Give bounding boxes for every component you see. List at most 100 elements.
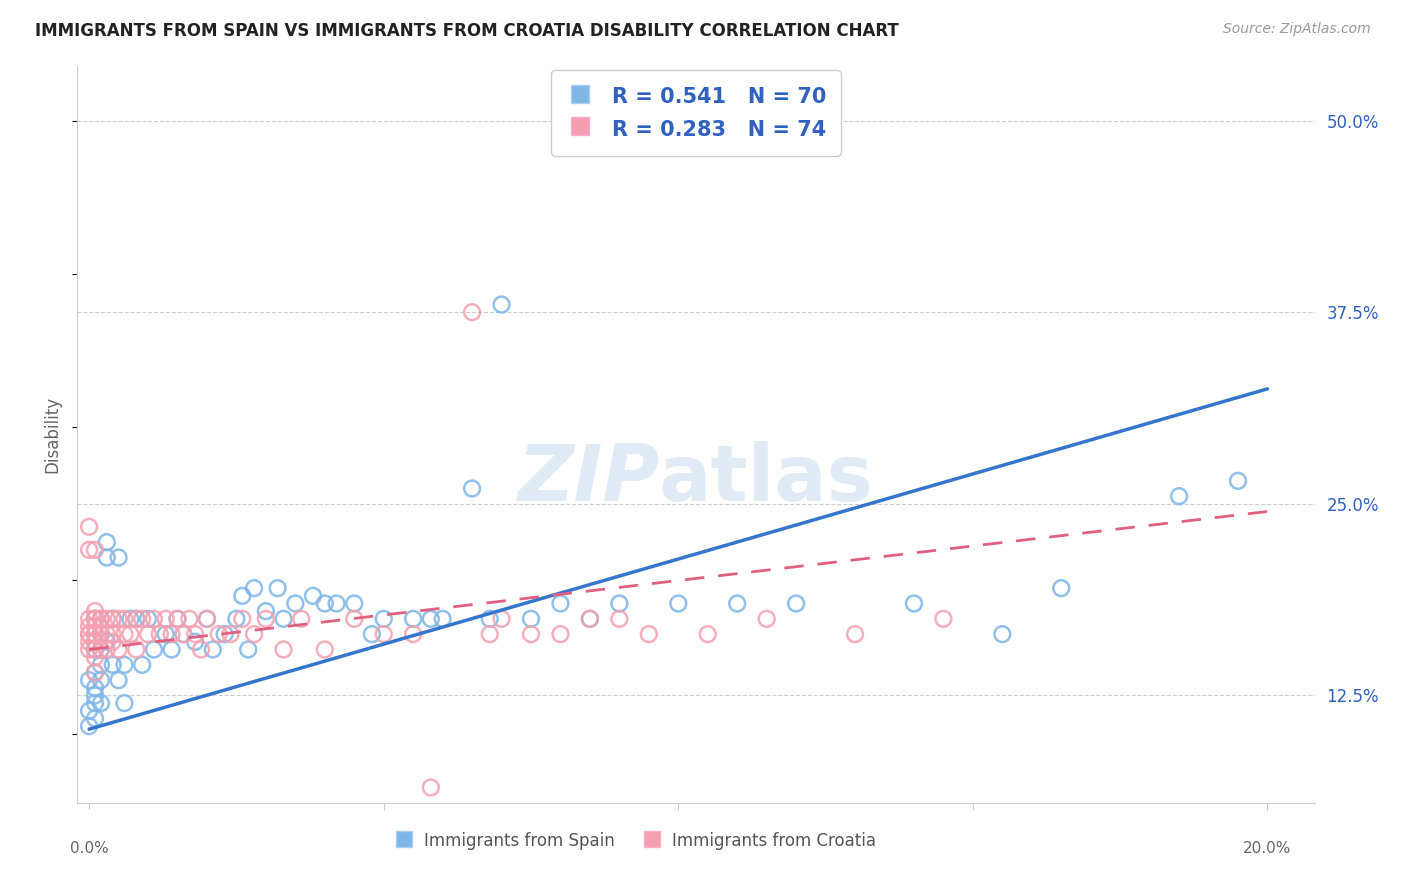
Point xyxy=(172,627,194,641)
Point xyxy=(478,612,501,626)
Point xyxy=(131,657,153,672)
Point xyxy=(155,627,177,641)
Point xyxy=(90,627,112,641)
Point xyxy=(77,612,100,626)
Y-axis label: Disability: Disability xyxy=(44,396,62,474)
Point xyxy=(1050,581,1073,595)
Point xyxy=(243,581,266,595)
Point xyxy=(77,635,100,649)
Point xyxy=(755,612,778,626)
Point xyxy=(101,612,124,626)
Point xyxy=(254,612,277,626)
Point xyxy=(90,642,112,657)
Point xyxy=(84,665,107,680)
Point xyxy=(131,612,153,626)
Legend: Immigrants from Spain, Immigrants from Croatia: Immigrants from Spain, Immigrants from C… xyxy=(385,824,883,857)
Point xyxy=(520,612,543,626)
Point xyxy=(84,642,107,657)
Point xyxy=(932,612,955,626)
Point xyxy=(254,604,277,618)
Point xyxy=(343,597,366,611)
Point xyxy=(208,627,231,641)
Point xyxy=(77,719,100,733)
Point xyxy=(273,612,295,626)
Point xyxy=(419,612,441,626)
Point xyxy=(77,642,100,657)
Point xyxy=(107,612,129,626)
Point xyxy=(90,612,112,626)
Point xyxy=(120,612,142,626)
Point xyxy=(903,597,925,611)
Point xyxy=(609,612,631,626)
Text: 0.0%: 0.0% xyxy=(70,841,108,856)
Point xyxy=(219,627,242,641)
Point xyxy=(491,297,513,311)
Point xyxy=(84,650,107,665)
Point xyxy=(84,696,107,710)
Text: atlas: atlas xyxy=(659,441,873,517)
Point xyxy=(432,612,454,626)
Point xyxy=(84,604,107,618)
Point xyxy=(1168,489,1191,503)
Point xyxy=(90,696,112,710)
Point xyxy=(77,542,100,557)
Point xyxy=(195,612,218,626)
Point xyxy=(125,612,148,626)
Point xyxy=(77,619,100,633)
Point xyxy=(84,627,107,641)
Point xyxy=(478,627,501,641)
Point xyxy=(77,704,100,718)
Point xyxy=(77,673,100,687)
Point xyxy=(991,627,1014,641)
Point xyxy=(461,305,484,319)
Point xyxy=(785,597,807,611)
Point xyxy=(195,612,218,626)
Point xyxy=(96,550,118,565)
Point xyxy=(101,635,124,649)
Point xyxy=(84,619,107,633)
Point xyxy=(201,642,224,657)
Point xyxy=(343,612,366,626)
Point xyxy=(84,635,107,649)
Point xyxy=(166,612,188,626)
Point xyxy=(325,597,347,611)
Point xyxy=(231,612,253,626)
Point xyxy=(172,627,194,641)
Point xyxy=(373,612,395,626)
Point xyxy=(84,612,107,626)
Point xyxy=(461,482,484,496)
Point xyxy=(84,711,107,725)
Point xyxy=(84,612,107,626)
Point xyxy=(101,627,124,641)
Point xyxy=(155,612,177,626)
Point xyxy=(637,627,659,641)
Point xyxy=(579,612,602,626)
Point xyxy=(114,657,136,672)
Text: ZIP: ZIP xyxy=(516,441,659,517)
Point xyxy=(520,627,543,641)
Point xyxy=(214,627,236,641)
Point xyxy=(179,612,201,626)
Point xyxy=(84,665,107,680)
Point xyxy=(190,642,212,657)
Point xyxy=(136,627,159,641)
Point xyxy=(149,627,172,641)
Point xyxy=(402,612,425,626)
Point xyxy=(77,627,100,641)
Point xyxy=(77,627,100,641)
Point xyxy=(302,589,325,603)
Point xyxy=(419,780,441,795)
Point xyxy=(184,627,207,641)
Point xyxy=(84,689,107,703)
Text: Source: ZipAtlas.com: Source: ZipAtlas.com xyxy=(1223,22,1371,37)
Point xyxy=(166,612,188,626)
Point xyxy=(96,535,118,549)
Point xyxy=(125,642,148,657)
Point xyxy=(84,627,107,641)
Point xyxy=(491,612,513,626)
Point xyxy=(314,642,336,657)
Point xyxy=(725,597,748,611)
Point xyxy=(90,619,112,633)
Point xyxy=(844,627,866,641)
Point xyxy=(231,589,253,603)
